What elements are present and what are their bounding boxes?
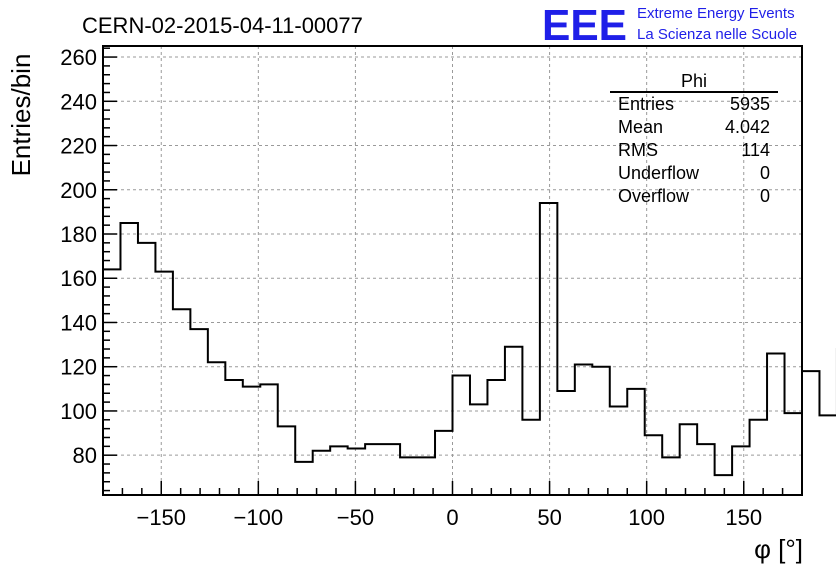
- x-tick-label: 50: [537, 505, 561, 530]
- stats-name: Phi: [681, 71, 707, 91]
- x-tick-label: −50: [337, 505, 374, 530]
- y-tick-label: 180: [60, 222, 97, 247]
- eee-logo-mark: EEE: [542, 1, 627, 50]
- stats-row-label: Underflow: [618, 163, 700, 183]
- stats-row-value: 0: [760, 186, 770, 206]
- y-tick-label: 200: [60, 178, 97, 203]
- y-tick-label: 160: [60, 266, 97, 291]
- grid-lines: [103, 46, 802, 495]
- histogram-outline: [103, 202, 836, 477]
- x-tick-label: −150: [136, 505, 186, 530]
- x-tick-label: −100: [234, 505, 284, 530]
- y-tick-label: 260: [60, 45, 97, 70]
- x-tick-label: 100: [628, 505, 665, 530]
- stats-row-label: Mean: [618, 117, 663, 137]
- stats-row-value: 0: [760, 163, 770, 183]
- logo-line-1: Extreme Energy Events: [637, 5, 795, 22]
- stats-row-label: RMS: [618, 140, 658, 160]
- y-tick-label: 80: [73, 443, 97, 468]
- y-tick-label: 100: [60, 399, 97, 424]
- stats-box: Phi Entries 5935 Mean 4.042 RMS 114 Underflow 0…: [610, 71, 778, 206]
- stats-row-label: Entries: [618, 94, 674, 114]
- y-tick-label: 220: [60, 134, 97, 159]
- logo-line-2: La Scienza nelle Scuole: [637, 26, 797, 43]
- stats-rows: Entries 5935 Mean 4.042 RMS 114 Underflow 0 Over…: [618, 94, 770, 206]
- stats-row-label: Overflow: [618, 186, 690, 206]
- y-tick-label: 120: [60, 355, 97, 380]
- stats-row-value: 4.042: [725, 117, 770, 137]
- y-tick-label: 140: [60, 310, 97, 335]
- y-tick-label: 240: [60, 89, 97, 114]
- y-axis-title: Entries/bin: [6, 54, 36, 177]
- stats-row-value: 114: [741, 140, 770, 160]
- stats-row-value: 5935: [730, 94, 770, 114]
- x-axis-title: φ [°]: [754, 534, 803, 564]
- x-tick-label: 150: [725, 505, 762, 530]
- x-tick-label: 0: [446, 505, 458, 530]
- axis-ticks: [102, 47, 803, 495]
- plot-title: CERN-02-2015-04-11-00077: [82, 13, 363, 38]
- tick-labels: −150 −100 −50 0 50 100 150 80 100 120 140 160 180 200…: [60, 45, 762, 530]
